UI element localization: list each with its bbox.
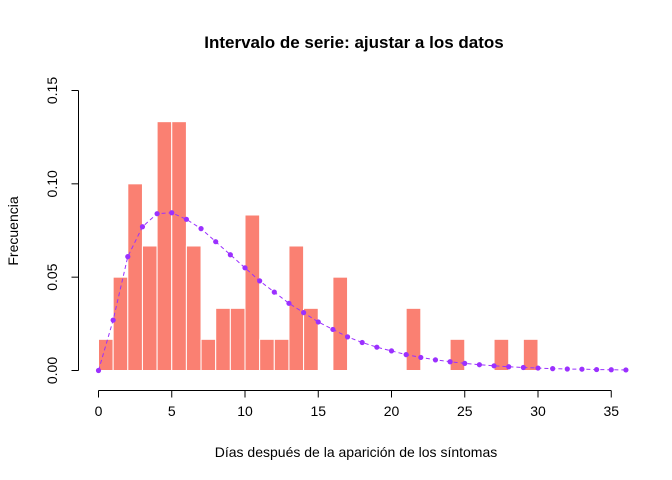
x-tick-label: 5 — [168, 403, 176, 419]
y-axis-label: Frecuencia — [5, 196, 21, 265]
x-tick-label: 20 — [384, 403, 400, 419]
fit-point — [315, 319, 321, 325]
histogram-bar — [156, 121, 173, 371]
fit-point — [227, 252, 233, 258]
fit-point — [594, 366, 600, 373]
fit-point — [491, 363, 497, 369]
y-tick-label: 0.10 — [44, 170, 60, 197]
fit-point — [286, 300, 292, 306]
x-tick-label: 25 — [457, 403, 473, 419]
fit-point — [242, 265, 248, 271]
fit-point — [374, 344, 380, 350]
histogram-bar — [215, 307, 231, 371]
fit-point — [608, 367, 614, 373]
fit-point — [139, 224, 146, 230]
histogram-bar — [229, 307, 246, 371]
histogram-bar — [522, 338, 539, 371]
fit-point — [550, 366, 556, 372]
histogram-bar — [273, 338, 290, 371]
histogram-bar — [493, 338, 510, 371]
histogram-bar — [98, 338, 114, 371]
x-axis: 0 5 10 15 20 25 30 35 — [95, 390, 619, 419]
fit-point — [476, 362, 482, 368]
histogram-bar — [200, 338, 217, 371]
fit-point — [344, 334, 351, 340]
fit-point — [198, 226, 204, 232]
histogram-bar — [332, 276, 349, 371]
fit-point — [301, 310, 307, 316]
fit-point — [95, 367, 102, 374]
y-tick-label: 0.00 — [44, 357, 60, 384]
fit-point — [154, 211, 160, 217]
fit-point — [110, 317, 116, 323]
histogram-bar — [112, 276, 129, 371]
fit-point — [271, 289, 277, 295]
histogram-bar — [141, 245, 158, 371]
x-tick-label: 10 — [237, 403, 253, 419]
histogram-bar — [185, 245, 202, 371]
fit-point — [520, 364, 526, 371]
histogram-bar — [303, 307, 319, 371]
chart-title: Intervalo de serie: ajustar a los datos — [204, 33, 504, 52]
fit-series — [95, 210, 629, 374]
fit-point — [213, 239, 219, 245]
fit-point — [403, 352, 409, 358]
histogram-bar — [449, 338, 466, 371]
fit-point — [432, 357, 439, 363]
fit-point — [535, 365, 541, 371]
y-tick-label: 0.05 — [44, 263, 60, 290]
fit-point — [462, 360, 468, 367]
histogram-bar — [127, 183, 143, 371]
fit-point — [623, 367, 629, 373]
fit-point — [125, 254, 131, 260]
fit-point — [330, 326, 336, 333]
histogram-bars — [98, 121, 539, 371]
fit-point — [564, 366, 570, 372]
fit-point — [447, 359, 453, 365]
histogram-bar — [171, 121, 187, 371]
fit-point — [579, 366, 585, 372]
fit-point — [388, 348, 395, 354]
histogram-bar — [288, 245, 305, 371]
histogram-bar — [244, 214, 261, 371]
fit-point — [359, 339, 365, 346]
x-tick-label: 35 — [603, 403, 619, 419]
histogram-bar — [259, 338, 275, 371]
fit-point — [506, 364, 512, 370]
x-tick-label: 30 — [530, 403, 546, 419]
fit-point — [169, 210, 175, 216]
x-axis-label: Días después de la aparición de los sínt… — [215, 444, 498, 460]
fit-point — [257, 278, 263, 284]
fit-point — [418, 354, 424, 361]
x-tick-label: 15 — [310, 403, 326, 419]
x-tick-label: 0 — [95, 403, 103, 419]
y-axis: 0.00 0.05 0.10 0.15 — [44, 77, 79, 384]
histogram-bar — [405, 307, 422, 371]
fit-point — [183, 216, 189, 222]
y-tick-label: 0.15 — [44, 77, 60, 104]
